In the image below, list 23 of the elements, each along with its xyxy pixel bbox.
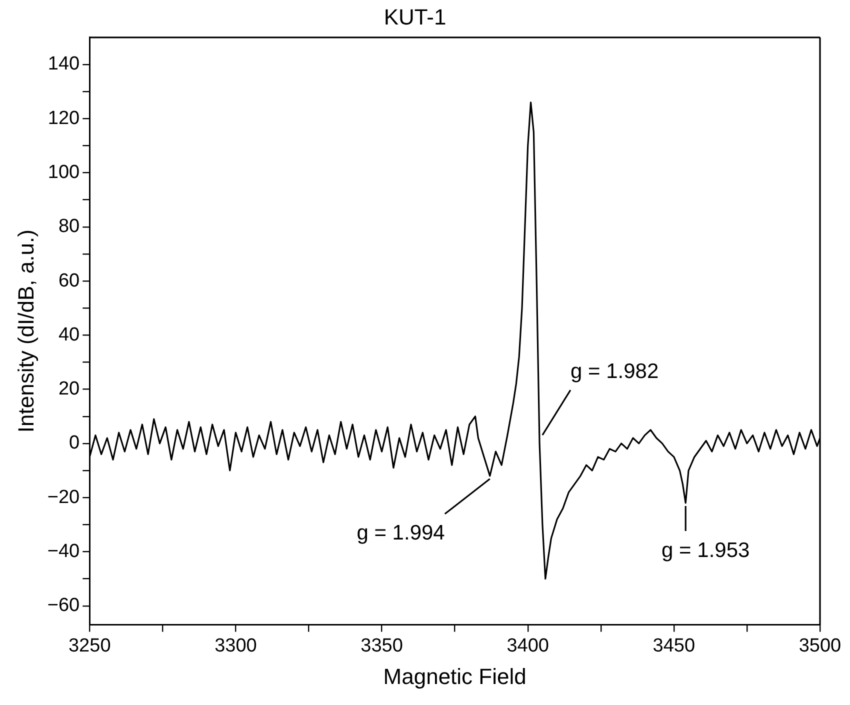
y-tick-label: −20: [47, 486, 80, 508]
chart-title: KUT-1: [384, 4, 446, 30]
annotation: g = 1.994: [356, 522, 446, 545]
x-axis-title: Magnetic Field: [383, 664, 526, 689]
x-tick-label: 3300: [214, 635, 257, 656]
y-tick-label: 20: [58, 378, 80, 400]
x-tick-label: 3500: [798, 635, 842, 656]
annotation: g = 1.953: [662, 538, 750, 562]
y-tick-label: 40: [58, 324, 80, 346]
y-tick-label: 100: [48, 162, 80, 183]
y-axis-title: Intensity (dI/dB, a.u.): [13, 230, 38, 433]
y-tick-label: 60: [58, 270, 80, 292]
x-tick-label: 3450: [652, 635, 696, 656]
y-tick-label: 80: [58, 216, 80, 238]
y-tick-label: 140: [48, 54, 80, 75]
y-tick-label: 0: [69, 432, 80, 454]
x-tick-label: 3400: [506, 635, 549, 656]
annotation: g = 1.982: [570, 360, 659, 383]
y-tick-label: 120: [48, 108, 80, 129]
x-tick-label: 3250: [68, 635, 111, 656]
y-tick-label: −60: [47, 595, 80, 616]
y-tick-label: −40: [47, 540, 80, 562]
x-tick-label: 3350: [360, 635, 403, 656]
